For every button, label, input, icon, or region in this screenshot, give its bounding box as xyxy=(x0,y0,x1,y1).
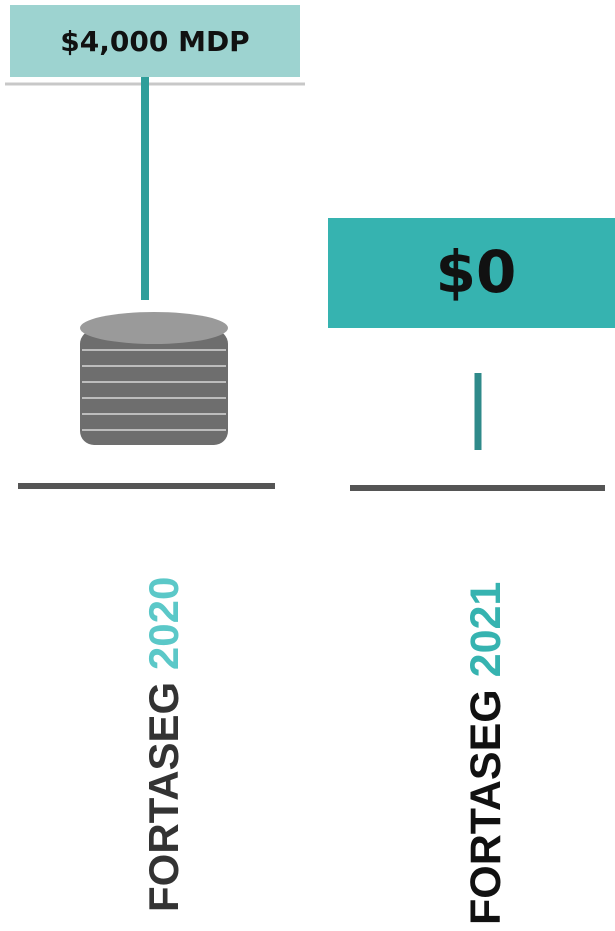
amount-label: $0 xyxy=(436,238,517,306)
infographic: $4,000 MDP FORTASEG 2020 $0 FORTASEG 202… xyxy=(0,0,615,931)
program-name: FORTASEG xyxy=(462,689,510,925)
amount-label: $4,000 MDP xyxy=(60,25,249,58)
program-year: 2021 xyxy=(462,582,510,678)
program-label: FORTASEG 2020 xyxy=(140,577,187,912)
program-year: 2020 xyxy=(140,577,187,670)
coin-stack xyxy=(80,312,228,445)
program-label: FORTASEG 2021 xyxy=(462,582,510,925)
program-name: FORTASEG xyxy=(140,682,187,912)
